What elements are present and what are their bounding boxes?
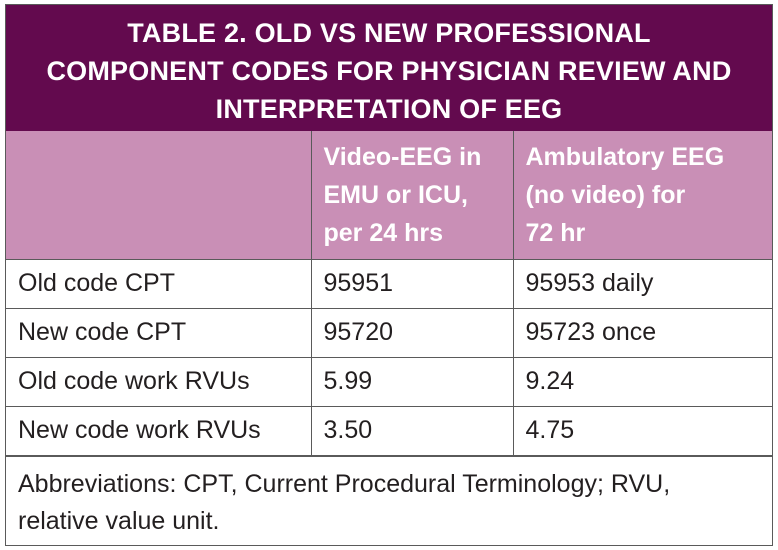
table-row: New code work RVUs 3.50 4.75: [6, 405, 772, 456]
header-line: EMU or ICU,: [323, 180, 468, 209]
header-line: (no video) for: [525, 180, 686, 209]
row-label: New code work RVUs: [6, 405, 312, 456]
table-row: New code CPT 95720 95723 once: [6, 307, 772, 358]
table-title: TABLE 2. OLD VS NEW PROFESSIONAL COMPONE…: [6, 5, 772, 131]
row-label: Old code work RVUs: [6, 356, 312, 407]
header-cell-empty: [6, 131, 312, 260]
table-row: Old code CPT 95951 95953 daily: [6, 258, 772, 309]
table-frame: TABLE 2. OLD VS NEW PROFESSIONAL COMPONE…: [5, 4, 773, 546]
header-line: per 24 hrs: [323, 218, 444, 247]
header-cell-video-eeg: Video-EEG in EMU or ICU, per 24 hrs: [310, 131, 514, 260]
title-line: INTERPRETATION OF EEG: [215, 94, 563, 124]
video-eeg-value: 95720: [310, 307, 514, 358]
ambulatory-eeg-value: 95723 once: [512, 307, 772, 358]
title-line: COMPONENT CODES FOR PHYSICIAN REVIEW AND: [46, 56, 732, 86]
header-line: Ambulatory EEG: [525, 142, 725, 171]
header-line: Video-EEG in: [323, 142, 482, 171]
ambulatory-eeg-value: 9.24: [512, 356, 772, 407]
footnote-line: Abbreviations: CPT, Current Procedural T…: [18, 469, 671, 498]
abbreviations-footnote: Abbreviations: CPT, Current Procedural T…: [6, 455, 772, 540]
video-eeg-value: 95951: [310, 258, 514, 309]
header-row: Video-EEG in EMU or ICU, per 24 hrs Ambu…: [6, 131, 772, 260]
footnote-line: relative value unit.: [18, 506, 220, 535]
row-label: Old code CPT: [6, 258, 312, 309]
row-label: New code CPT: [6, 307, 312, 358]
codes-table: Video-EEG in EMU or ICU, per 24 hrs Ambu…: [6, 131, 772, 456]
header-line: 72 hr: [525, 218, 586, 247]
video-eeg-value: 5.99: [310, 356, 514, 407]
ambulatory-eeg-value: 4.75: [512, 405, 772, 456]
table-row: Old code work RVUs 5.99 9.24: [6, 356, 772, 407]
video-eeg-value: 3.50: [310, 405, 514, 456]
title-line: TABLE 2. OLD VS NEW PROFESSIONAL: [127, 18, 651, 48]
header-cell-ambulatory-eeg: Ambulatory EEG (no video) for 72 hr: [512, 131, 772, 260]
ambulatory-eeg-value: 95953 daily: [512, 258, 772, 309]
